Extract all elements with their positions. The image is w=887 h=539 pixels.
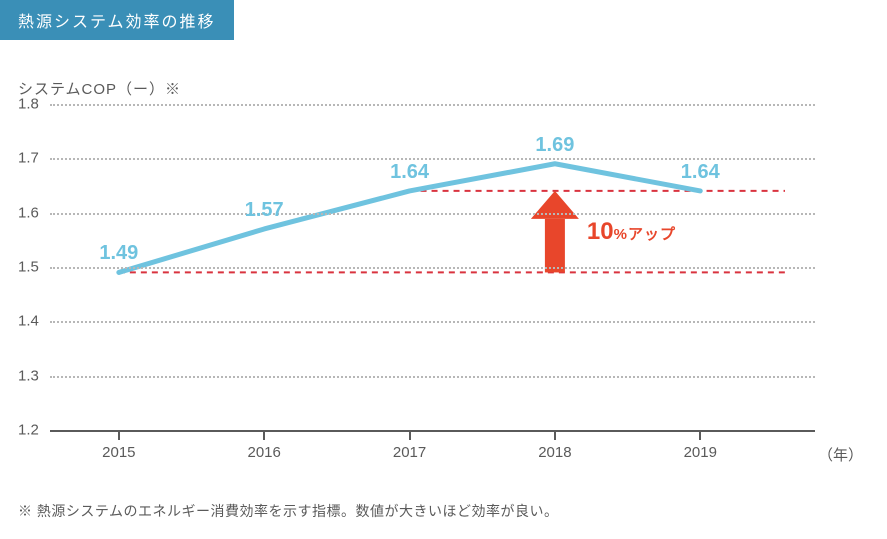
chart-svg bbox=[50, 104, 815, 442]
x-tick-label: 2019 bbox=[684, 444, 717, 461]
y-tick-label: 1.2 bbox=[18, 422, 46, 439]
x-axis-unit: （年） bbox=[818, 444, 863, 465]
x-tick-label: 2017 bbox=[393, 444, 426, 461]
x-tick-label: 2018 bbox=[538, 444, 571, 461]
chart-area: 1.21.31.41.51.61.71.82015201620172018201… bbox=[18, 104, 863, 444]
footnote: ※ 熱源システムのエネルギー消費効率を示す指標。数値が大きいほど効率が良い。 bbox=[18, 501, 558, 521]
gridline bbox=[50, 321, 815, 323]
chart-title-text: 熱源システム効率の推移 bbox=[18, 14, 216, 31]
data-point-label: 1.64 bbox=[390, 161, 429, 184]
callout: 10%アップ bbox=[587, 218, 676, 246]
callout-unit: % bbox=[614, 226, 628, 243]
x-tick-mark bbox=[263, 430, 265, 440]
callout-suffix: アップ bbox=[628, 226, 676, 243]
callout-number: 10 bbox=[587, 218, 614, 245]
gridline bbox=[50, 267, 815, 269]
x-tick-mark bbox=[699, 430, 701, 440]
x-tick-mark bbox=[409, 430, 411, 440]
chart-title-tab: 熱源システム効率の推移 bbox=[0, 0, 234, 40]
gridline bbox=[50, 213, 815, 215]
data-point-label: 1.57 bbox=[245, 199, 284, 222]
x-tick-label: 2016 bbox=[248, 444, 281, 461]
arrow-stem bbox=[545, 219, 565, 273]
y-tick-label: 1.8 bbox=[18, 96, 46, 113]
arrow-head bbox=[531, 191, 579, 219]
x-tick-mark bbox=[118, 430, 120, 440]
data-point-label: 1.69 bbox=[535, 134, 574, 157]
data-point-label: 1.49 bbox=[99, 242, 138, 265]
gridline bbox=[50, 104, 815, 106]
data-point-label: 1.64 bbox=[681, 161, 720, 184]
x-tick-label: 2015 bbox=[102, 444, 135, 461]
x-tick-mark bbox=[554, 430, 556, 440]
y-tick-label: 1.6 bbox=[18, 204, 46, 221]
gridline bbox=[50, 376, 815, 378]
y-tick-label: 1.3 bbox=[18, 367, 46, 384]
y-tick-label: 1.5 bbox=[18, 259, 46, 276]
y-tick-label: 1.4 bbox=[18, 313, 46, 330]
y-tick-label: 1.7 bbox=[18, 150, 46, 167]
